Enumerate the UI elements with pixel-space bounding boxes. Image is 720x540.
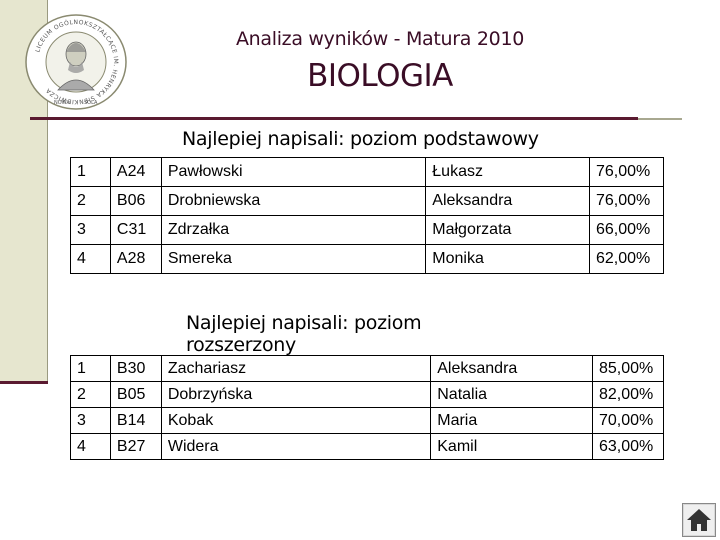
surname-cell: Drobniewska — [160, 186, 427, 216]
score-cell: 85,00% — [592, 355, 664, 382]
code-cell: A28 — [109, 244, 162, 274]
code-cell: B14 — [109, 407, 162, 434]
surname-cell: Kobak — [160, 407, 432, 434]
score-cell: 76,00% — [589, 186, 664, 216]
code-cell: C31 — [109, 215, 162, 245]
school-seal-logo: LICEUM OGÓLNOKSZTAŁCĄCE IM. HENRYKA SIEN… — [25, 14, 127, 110]
score-cell: 62,00% — [589, 244, 664, 274]
svg-text:SOLA: SOLA — [84, 100, 98, 106]
rank-cell: 2 — [70, 381, 111, 408]
code-cell: B06 — [109, 186, 162, 216]
table-row: 1 B30 Zachariasz Aleksandra 85,00% — [70, 355, 664, 382]
surname-cell: Dobrzyńska — [160, 381, 432, 408]
code-cell: B27 — [109, 433, 162, 460]
score-cell: 66,00% — [589, 215, 664, 245]
table-row: 4 B27 Widera Kamil 63,00% — [70, 433, 664, 460]
name-cell: Monika — [425, 244, 590, 274]
table-row: 3 B14 Kobak Maria 70,00% — [70, 407, 664, 434]
rank-cell: 3 — [70, 215, 111, 245]
score-cell: 63,00% — [592, 433, 664, 460]
table-row: 4 A28 Smereka Monika 62,00% — [70, 244, 664, 274]
table-row: 1 A24 Pawłowski Łukasz 76,00% — [70, 157, 664, 187]
svg-text:NOWA: NOWA — [54, 100, 70, 106]
rank-cell: 3 — [70, 407, 111, 434]
sidebar-divider — [47, 0, 48, 382]
page-title: BIOLOGIA — [307, 58, 453, 94]
title-divider — [30, 117, 638, 120]
page-subtitle: Analiza wyników - Matura 2010 — [235, 28, 525, 50]
name-cell: Aleksandra — [425, 186, 590, 216]
home-icon[interactable] — [682, 503, 716, 537]
table-row: 2 B05 Dobrzyńska Natalia 82,00% — [70, 381, 664, 408]
extended-results-table: 1 B30 Zachariasz Aleksandra 85,00% 2 B05… — [70, 355, 664, 460]
table-row: 2 B06 Drobniewska Aleksandra 76,00% — [70, 186, 664, 216]
score-cell: 76,00% — [589, 157, 664, 187]
rank-cell: 4 — [70, 433, 111, 460]
score-cell: 82,00% — [592, 381, 664, 408]
title-divider-end — [638, 118, 682, 120]
rank-cell: 1 — [70, 157, 111, 187]
surname-cell: Widera — [160, 433, 432, 460]
rank-cell: 2 — [70, 186, 111, 216]
score-cell: 70,00% — [592, 407, 664, 434]
surname-cell: Smereka — [160, 244, 427, 274]
name-cell: Natalia — [430, 381, 593, 408]
table-row: 3 C31 Zdrzałka Małgorzata 66,00% — [70, 215, 664, 245]
rank-cell: 4 — [70, 244, 111, 274]
basic-results-table: 1 A24 Pawłowski Łukasz 76,00% 2 B06 Drob… — [70, 157, 664, 274]
name-cell: Kamil — [430, 433, 593, 460]
sidebar-accent-bar — [0, 381, 48, 384]
extended-level-heading: Najlepiej napisali: poziom rozszerzony — [186, 312, 422, 356]
name-cell: Maria — [430, 407, 593, 434]
code-cell: B30 — [109, 355, 162, 382]
surname-cell: Pawłowski — [160, 157, 427, 187]
code-cell: A24 — [109, 157, 162, 187]
name-cell: Aleksandra — [430, 355, 593, 382]
name-cell: Małgorzata — [425, 215, 590, 245]
name-cell: Łukasz — [425, 157, 590, 187]
surname-cell: Zachariasz — [160, 355, 432, 382]
code-cell: B05 — [109, 381, 162, 408]
surname-cell: Zdrzałka — [160, 215, 427, 245]
rank-cell: 1 — [70, 355, 111, 382]
basic-level-heading: Najlepiej napisali: poziom podstawowy — [182, 128, 539, 150]
